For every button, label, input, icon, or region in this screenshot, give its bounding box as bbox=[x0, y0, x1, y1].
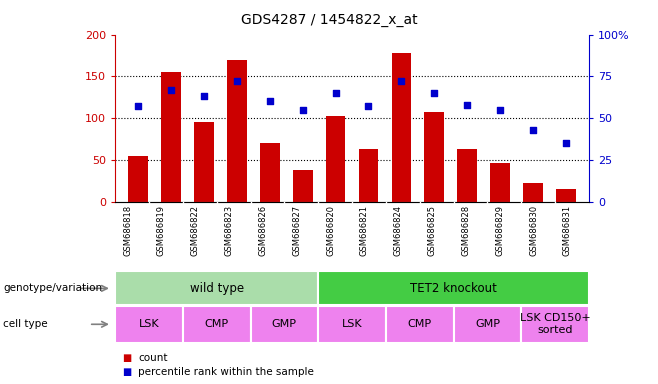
Point bbox=[199, 93, 209, 99]
Text: GSM686819: GSM686819 bbox=[157, 205, 166, 256]
Text: TET2 knockout: TET2 knockout bbox=[410, 282, 497, 295]
Text: LSK: LSK bbox=[139, 319, 159, 329]
Bar bbox=[161, 72, 181, 202]
Text: ■: ■ bbox=[122, 353, 131, 363]
Bar bbox=[392, 53, 411, 202]
Text: GSM686829: GSM686829 bbox=[495, 205, 504, 256]
Text: GMP: GMP bbox=[475, 319, 500, 329]
Bar bbox=[359, 149, 378, 202]
Text: GSM686830: GSM686830 bbox=[529, 205, 538, 256]
Bar bbox=[293, 170, 313, 202]
Point bbox=[297, 107, 308, 113]
Bar bbox=[386, 306, 453, 343]
Bar bbox=[424, 112, 444, 202]
Point bbox=[396, 78, 407, 84]
Text: GSM686824: GSM686824 bbox=[393, 205, 403, 256]
Bar bbox=[556, 189, 576, 202]
Text: LSK: LSK bbox=[342, 319, 363, 329]
Bar bbox=[115, 306, 183, 343]
Bar bbox=[251, 306, 318, 343]
Bar bbox=[227, 60, 247, 202]
Bar bbox=[490, 163, 510, 202]
Point bbox=[429, 90, 440, 96]
Text: GSM686828: GSM686828 bbox=[461, 205, 470, 256]
Bar bbox=[115, 271, 318, 305]
Bar bbox=[521, 306, 589, 343]
Bar bbox=[128, 156, 148, 202]
Bar bbox=[183, 306, 251, 343]
Text: GSM686827: GSM686827 bbox=[292, 205, 301, 256]
Point bbox=[166, 87, 176, 93]
Text: count: count bbox=[138, 353, 168, 363]
Text: GSM686825: GSM686825 bbox=[428, 205, 437, 256]
Text: GSM686826: GSM686826 bbox=[259, 205, 267, 256]
Text: GSM686820: GSM686820 bbox=[326, 205, 335, 256]
Bar bbox=[326, 116, 345, 202]
Bar bbox=[194, 122, 214, 202]
Point bbox=[462, 102, 472, 108]
Text: GSM686831: GSM686831 bbox=[563, 205, 572, 256]
Text: LSK CD150+
sorted: LSK CD150+ sorted bbox=[520, 313, 590, 335]
Bar bbox=[453, 306, 521, 343]
Point bbox=[561, 140, 571, 146]
Text: GDS4287 / 1454822_x_at: GDS4287 / 1454822_x_at bbox=[241, 13, 417, 27]
Text: GSM686822: GSM686822 bbox=[191, 205, 200, 256]
Point bbox=[330, 90, 341, 96]
Point bbox=[495, 107, 505, 113]
Text: GSM686823: GSM686823 bbox=[224, 205, 234, 256]
Text: CMP: CMP bbox=[408, 319, 432, 329]
Bar bbox=[523, 183, 543, 202]
Point bbox=[232, 78, 242, 84]
Text: genotype/variation: genotype/variation bbox=[3, 283, 103, 293]
Point bbox=[528, 127, 538, 133]
Point bbox=[133, 103, 143, 109]
Text: cell type: cell type bbox=[3, 319, 48, 329]
Text: CMP: CMP bbox=[205, 319, 229, 329]
Bar bbox=[457, 149, 477, 202]
Text: GSM686818: GSM686818 bbox=[123, 205, 132, 256]
Text: GMP: GMP bbox=[272, 319, 297, 329]
Text: wild type: wild type bbox=[190, 282, 243, 295]
Bar bbox=[318, 271, 589, 305]
Bar bbox=[318, 306, 386, 343]
Text: GSM686821: GSM686821 bbox=[360, 205, 369, 256]
Point bbox=[265, 98, 275, 104]
Text: ■: ■ bbox=[122, 367, 131, 377]
Bar bbox=[260, 143, 280, 202]
Text: percentile rank within the sample: percentile rank within the sample bbox=[138, 367, 314, 377]
Point bbox=[363, 103, 374, 109]
